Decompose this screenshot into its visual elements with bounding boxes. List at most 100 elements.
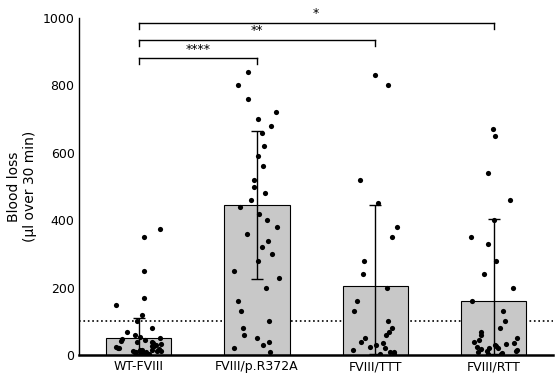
- Bar: [106, 338, 171, 355]
- Point: [238, 325, 247, 331]
- Point: [144, 350, 153, 356]
- Point: [263, 238, 272, 244]
- Point: [137, 347, 146, 353]
- Point: [349, 347, 358, 353]
- Point: [139, 268, 148, 274]
- Point: [384, 329, 393, 335]
- Point: [496, 325, 505, 331]
- Point: [155, 226, 164, 232]
- Point: [380, 345, 389, 352]
- Point: [156, 348, 165, 354]
- Point: [155, 346, 164, 352]
- Point: [496, 351, 505, 357]
- Point: [229, 268, 238, 274]
- Point: [467, 298, 476, 304]
- Point: [384, 82, 393, 89]
- Point: [236, 204, 245, 210]
- Point: [249, 177, 258, 183]
- Point: [482, 348, 491, 354]
- Y-axis label: Blood loss
(μl over 30 min): Blood loss (μl over 30 min): [7, 131, 37, 242]
- Point: [147, 343, 156, 349]
- Point: [262, 285, 270, 291]
- Point: [253, 153, 262, 159]
- Point: [254, 116, 263, 122]
- Point: [131, 349, 140, 355]
- Bar: [225, 205, 290, 355]
- Point: [493, 345, 502, 352]
- Point: [157, 341, 166, 347]
- Point: [512, 347, 521, 353]
- Point: [140, 295, 149, 301]
- Point: [490, 133, 499, 139]
- Point: [513, 335, 522, 341]
- Point: [390, 350, 399, 356]
- Point: [477, 346, 486, 352]
- Point: [148, 347, 157, 353]
- Point: [230, 345, 239, 352]
- Point: [258, 130, 267, 136]
- Point: [484, 350, 493, 356]
- Point: [259, 342, 268, 348]
- Text: ****: ****: [185, 43, 211, 56]
- Point: [384, 318, 393, 325]
- Point: [485, 345, 494, 351]
- Point: [498, 308, 507, 314]
- Point: [152, 342, 161, 348]
- Point: [356, 177, 365, 183]
- Point: [483, 170, 492, 176]
- Point: [375, 351, 384, 357]
- Point: [511, 348, 520, 355]
- Point: [497, 350, 506, 356]
- Point: [136, 347, 144, 353]
- Point: [117, 336, 126, 342]
- Point: [470, 339, 479, 345]
- Point: [479, 271, 488, 277]
- Point: [130, 332, 139, 338]
- Text: *: *: [313, 7, 319, 20]
- Point: [135, 334, 144, 340]
- Point: [379, 340, 388, 347]
- Point: [132, 339, 141, 345]
- Point: [392, 224, 401, 230]
- Point: [353, 298, 362, 304]
- Point: [505, 197, 514, 203]
- Point: [129, 348, 138, 354]
- Point: [383, 285, 392, 291]
- Point: [472, 344, 481, 350]
- Point: [267, 123, 276, 129]
- Point: [155, 335, 164, 341]
- Point: [111, 302, 120, 308]
- Point: [240, 332, 249, 338]
- Point: [388, 234, 397, 240]
- Point: [114, 345, 123, 352]
- Point: [116, 338, 125, 344]
- Point: [477, 332, 486, 338]
- Point: [253, 335, 262, 341]
- Point: [147, 325, 156, 331]
- Point: [255, 211, 264, 217]
- Point: [489, 217, 498, 223]
- Point: [274, 275, 283, 281]
- Point: [349, 308, 358, 314]
- Point: [272, 224, 281, 230]
- Point: [501, 318, 510, 325]
- Point: [233, 82, 242, 89]
- Point: [467, 234, 476, 240]
- Point: [261, 190, 270, 196]
- Point: [242, 231, 251, 237]
- Point: [374, 200, 383, 206]
- Point: [265, 349, 274, 355]
- Point: [132, 318, 141, 325]
- Point: [148, 340, 157, 347]
- Point: [260, 143, 269, 149]
- Point: [508, 285, 517, 291]
- Point: [141, 349, 150, 355]
- Point: [139, 350, 148, 356]
- Point: [477, 329, 486, 335]
- Text: **: **: [251, 24, 263, 37]
- Point: [386, 349, 395, 355]
- Point: [233, 298, 242, 304]
- Point: [141, 337, 150, 343]
- Point: [137, 312, 146, 318]
- Point: [244, 96, 253, 102]
